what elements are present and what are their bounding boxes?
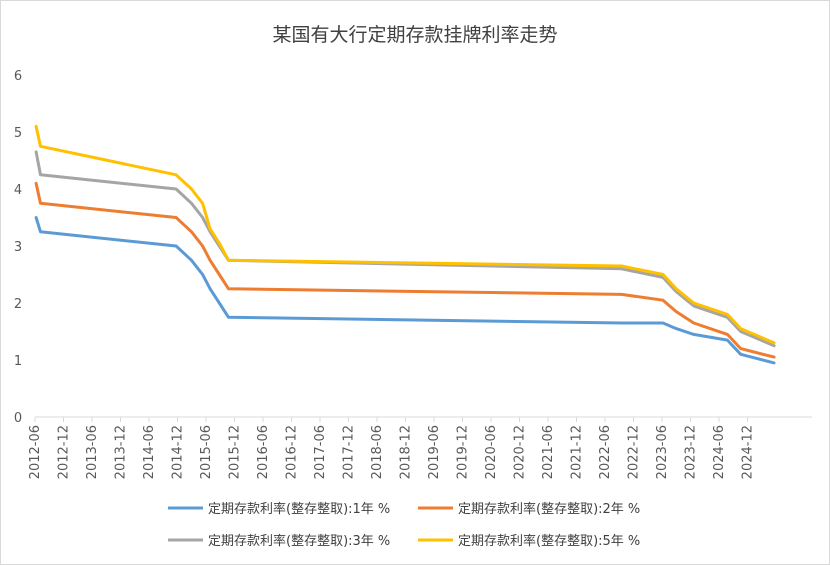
x-tick-label: 2019-06 bbox=[427, 425, 442, 479]
x-tick-label: 2015-12 bbox=[228, 425, 243, 479]
x-tick-label: 2012-06 bbox=[28, 425, 43, 479]
legend-label: 定期存款利率(整存整取):5年 % bbox=[458, 533, 640, 549]
x-tick-label: 2024-12 bbox=[741, 425, 756, 479]
y-tick-label: 1 bbox=[14, 354, 22, 369]
x-tick-label: 2021-12 bbox=[570, 425, 585, 479]
x-tick-label: 2021-06 bbox=[541, 425, 556, 479]
x-tick-label: 2017-06 bbox=[313, 425, 328, 479]
x-tick-label: 2014-06 bbox=[142, 425, 157, 479]
series-line bbox=[34, 181, 776, 359]
y-tick-label: 5 bbox=[14, 126, 22, 141]
x-tick-label: 2019-12 bbox=[456, 425, 471, 479]
x-tick-label: 2024-06 bbox=[712, 425, 727, 479]
x-tick-label: 2023-12 bbox=[684, 425, 699, 479]
series-line bbox=[34, 150, 776, 348]
x-tick-label: 2015-06 bbox=[199, 425, 214, 479]
x-tick-label: 2016-12 bbox=[285, 425, 300, 479]
x-tick-label: 2012-12 bbox=[57, 425, 72, 479]
x-axis: 2012-06 2012-12 2013-06 2013-12 2014-06 2014-… bbox=[28, 416, 812, 479]
y-axis: 0 1 2 3 4 5 6 bbox=[14, 69, 22, 426]
x-tick-label: 2013-12 bbox=[114, 425, 129, 479]
legend: 定期存款利率(整存整取):1年 % 定期存款利率(整存整取):2年 % 定期存款利率… bbox=[168, 501, 640, 549]
x-tick-label: 2013-06 bbox=[85, 425, 100, 479]
y-tick-label: 3 bbox=[14, 240, 22, 255]
x-tick-label: 2018-06 bbox=[370, 425, 385, 479]
x-tick-label: 2022-06 bbox=[598, 425, 613, 479]
x-tick-label: 2023-06 bbox=[655, 425, 670, 479]
x-tick-label: 2016-06 bbox=[256, 425, 271, 479]
chart-title: 某国有大行定期存款挂牌利率走势 bbox=[272, 24, 558, 46]
x-tick-label: 2020-06 bbox=[484, 425, 499, 479]
legend-label: 定期存款利率(整存整取):1年 % bbox=[208, 501, 390, 517]
legend-label: 定期存款利率(整存整取):3年 % bbox=[208, 533, 390, 549]
series-line bbox=[34, 124, 776, 345]
y-tick-label: 6 bbox=[14, 69, 22, 84]
series-layer bbox=[34, 124, 776, 365]
x-tick-label: 2020-12 bbox=[513, 425, 528, 479]
x-tick-label: 2017-12 bbox=[342, 425, 357, 479]
legend-label: 定期存款利率(整存整取):2年 % bbox=[458, 501, 640, 517]
series-line bbox=[34, 216, 776, 365]
x-tick-label: 2018-12 bbox=[399, 425, 414, 479]
x-tick-label: 2014-12 bbox=[171, 425, 186, 479]
y-tick-label: 2 bbox=[14, 297, 22, 312]
x-tick-label: 2022-12 bbox=[627, 425, 642, 479]
y-tick-label: 4 bbox=[14, 183, 22, 198]
y-tick-label: 0 bbox=[14, 411, 22, 426]
